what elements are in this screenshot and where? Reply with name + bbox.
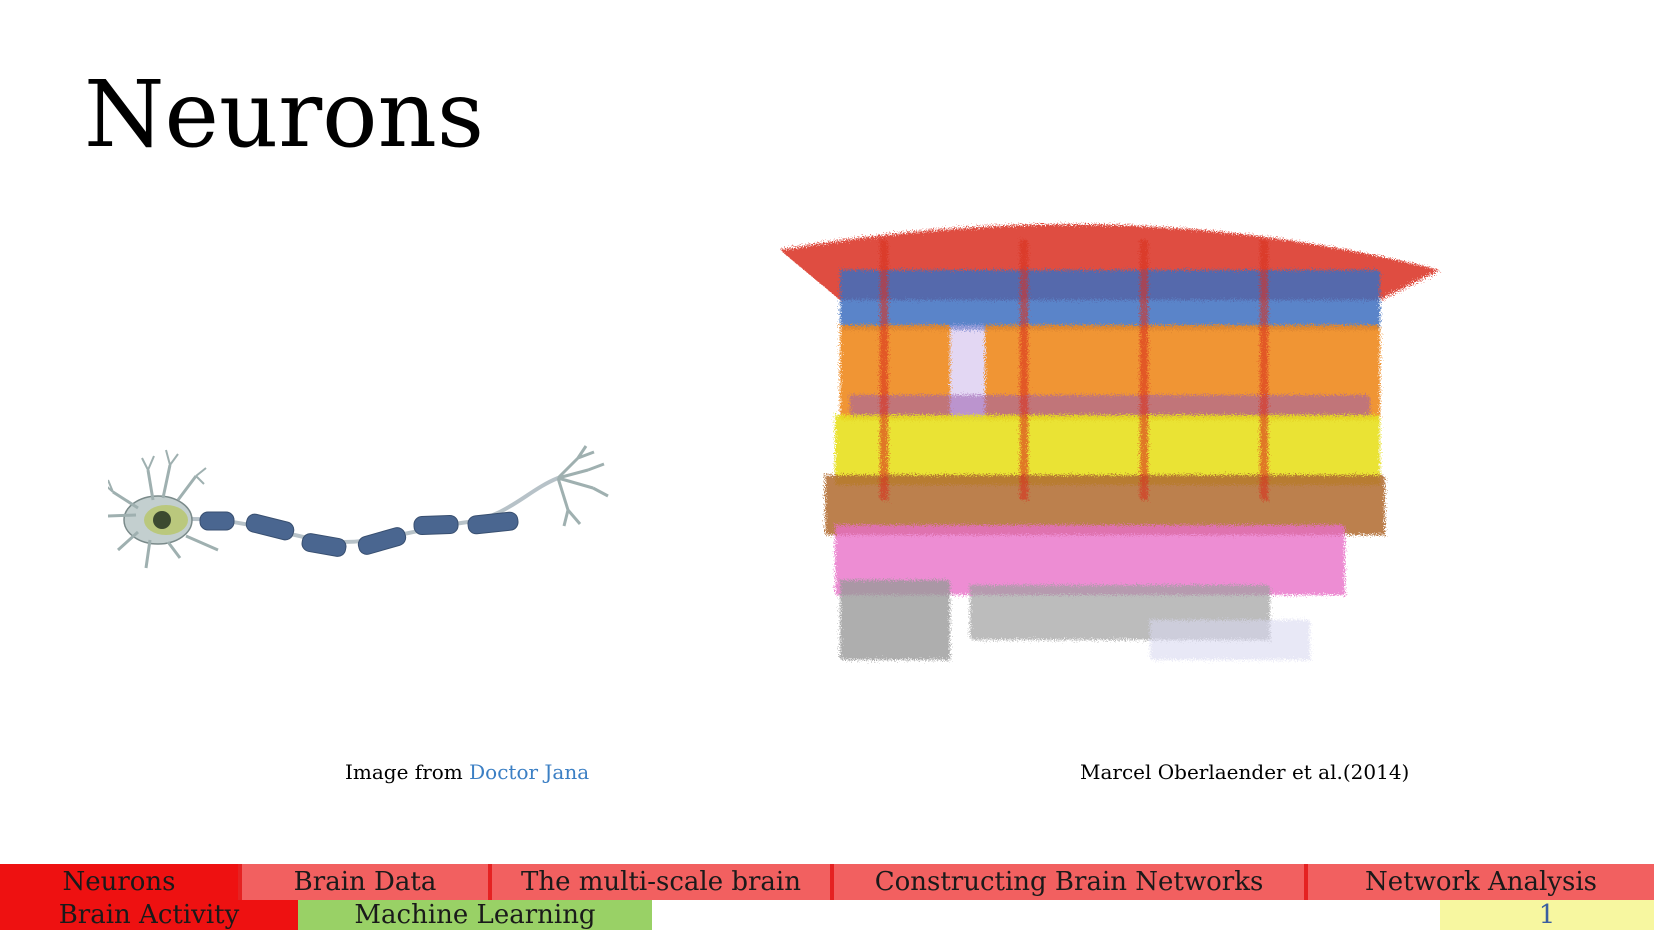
nav-item-neurons[interactable]: Neurons <box>0 864 242 900</box>
nav-item-multi-scale-brain[interactable]: The multi-scale brain <box>492 864 834 900</box>
nav-item-machine-learning[interactable]: Machine Learning <box>298 900 652 930</box>
nav-item-brain-activity[interactable]: Brain Activity <box>0 900 298 930</box>
neuron-illustration <box>103 440 618 580</box>
nav-item-network-analysis[interactable]: Network Analysis <box>1308 864 1654 900</box>
nav-bar-bottom: Brain Activity Machine Learning 1 <box>0 900 1654 930</box>
caption-prefix: Image from <box>345 760 470 784</box>
nav-item-brain-data[interactable]: Brain Data <box>242 864 492 900</box>
nav-item-constructing-brain-networks[interactable]: Constructing Brain Networks <box>834 864 1308 900</box>
cortical-column-reconstruction <box>780 200 1470 700</box>
page-number: 1 <box>1440 900 1654 930</box>
slide-title: Neurons <box>84 61 485 168</box>
nav-bar-top: Neurons Brain Data The multi-scale brain… <box>0 864 1654 900</box>
right-figure-caption: Marcel Oberlaender et al.(2014) <box>1080 760 1410 784</box>
left-figure-caption: Image from Doctor Jana <box>345 760 589 784</box>
doctor-jana-link[interactable]: Doctor Jana <box>469 760 590 784</box>
nav-spacer <box>652 900 1440 930</box>
